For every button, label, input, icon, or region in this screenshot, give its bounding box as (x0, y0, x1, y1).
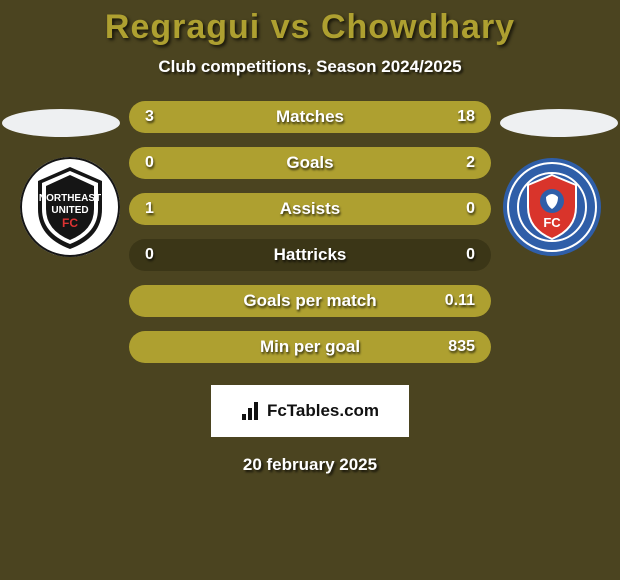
stat-label: Assists (129, 193, 491, 225)
stat-label: Goals (129, 147, 491, 179)
main-area: NORTHEAST UNITED FC FC 318Matches 02Goals… (0, 101, 620, 363)
stat-bar: 0.11Goals per match (129, 285, 491, 317)
svg-text:NORTHEAST: NORTHEAST (39, 193, 101, 204)
club-badge-left: NORTHEAST UNITED FC (20, 157, 120, 257)
stat-label: Goals per match (129, 285, 491, 317)
northeast-united-logo-icon: NORTHEAST UNITED FC (20, 157, 120, 257)
svg-text:FC: FC (62, 216, 78, 230)
stat-bar: 318Matches (129, 101, 491, 133)
page-subtitle: Club competitions, Season 2024/2025 (0, 57, 620, 77)
svg-text:UNITED: UNITED (51, 205, 88, 216)
comparison-card: Regragui vs Chowdhary Club competitions,… (0, 0, 620, 580)
attribution-badge[interactable]: FcTables.com (211, 385, 409, 437)
stat-label: Matches (129, 101, 491, 133)
svg-text:FC: FC (543, 215, 561, 230)
jamshedpur-fc-logo-icon: FC (502, 157, 602, 257)
stat-bar: 00Hattricks (129, 239, 491, 271)
stat-label: Min per goal (129, 331, 491, 363)
footer-date: 20 february 2025 (0, 455, 620, 475)
stats-bars: 318Matches 02Goals 10Assists 00Hattricks 0.1… (129, 101, 491, 363)
player-shadow-left (2, 109, 120, 137)
stat-bar: 835Min per goal (129, 331, 491, 363)
attribution-label: FcTables.com (267, 401, 379, 421)
player-shadow-right (500, 109, 618, 137)
club-badge-right: FC (502, 157, 602, 257)
stat-label: Hattricks (129, 239, 491, 271)
fctables-logo-icon (241, 402, 261, 420)
stat-bar: 10Assists (129, 193, 491, 225)
page-title: Regragui vs Chowdhary (0, 0, 620, 47)
stat-bar: 02Goals (129, 147, 491, 179)
